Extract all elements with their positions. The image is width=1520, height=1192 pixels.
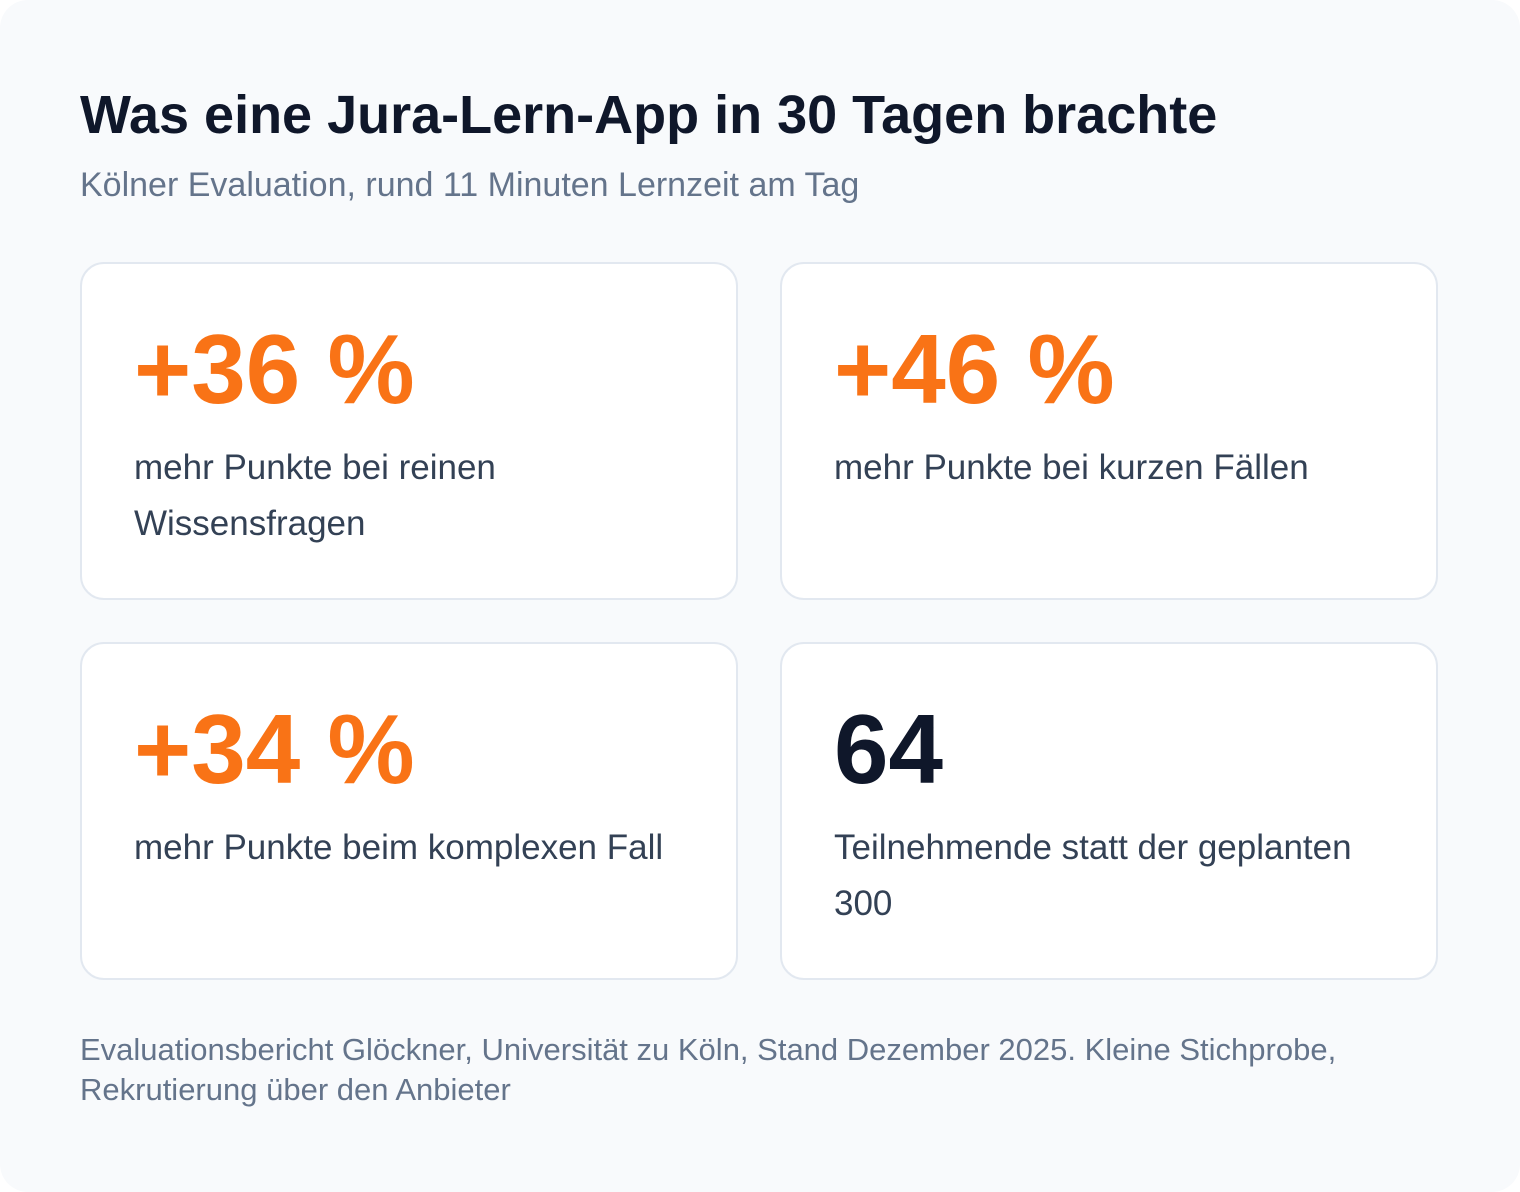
stat-value: +36 % xyxy=(134,314,415,424)
page-title: Was eine Jura-Lern-App in 30 Tagen brach… xyxy=(80,85,1218,145)
page-subtitle: Kölner Evaluation, rund 11 Minuten Lernz… xyxy=(80,166,860,204)
stat-value: +46 % xyxy=(834,314,1115,424)
source-footnote: Evaluationsbericht Glöckner, Universität… xyxy=(80,1032,1337,1107)
stat-label: mehr Punkte bei kurzen Fällen xyxy=(834,448,1309,487)
stat-card-knowledge-questions: +36 % mehr Punkte bei reinen Wissensfrag… xyxy=(80,262,738,600)
stat-label: mehr Punkte beim komplexen Fall xyxy=(134,828,664,867)
stat-value: 64 xyxy=(834,694,944,804)
stat-label: Teilnehmende statt der geplanten 300 xyxy=(834,828,1352,923)
stat-card-participants: 64 Teilnehmende statt der geplanten 300 xyxy=(780,642,1438,980)
stat-card-complex-case: +34 % mehr Punkte beim komplexen Fall xyxy=(80,642,738,980)
stat-card-short-cases: +46 % mehr Punkte bei kurzen Fällen xyxy=(780,262,1438,600)
stat-value: +34 % xyxy=(134,694,415,804)
stat-label: mehr Punkte bei reinen Wissensfragen xyxy=(134,448,496,543)
